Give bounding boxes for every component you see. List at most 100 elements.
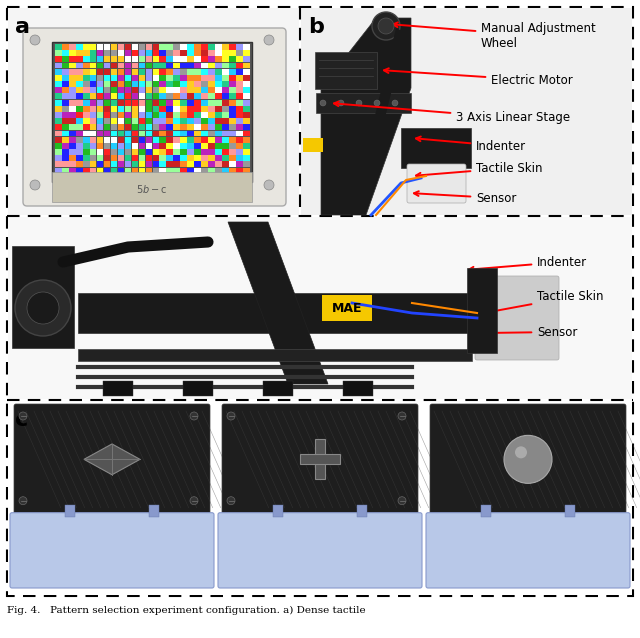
FancyBboxPatch shape [315,52,377,89]
Text: Indenter: Indenter [469,255,587,272]
Bar [132,93,138,100]
Bar [215,81,222,87]
Bar [188,63,194,68]
Bar [236,118,243,124]
Bar [467,268,497,353]
Bar [166,44,173,50]
Bar [97,75,104,81]
Bar [188,124,194,130]
Bar [195,93,201,100]
Bar [69,50,76,56]
Bar [263,381,293,396]
Bar [69,75,76,81]
Bar [215,112,222,118]
Bar [152,124,159,130]
Bar [222,112,229,118]
Bar [76,112,83,118]
Bar [152,143,159,149]
Bar [104,124,111,130]
Bar [132,87,138,93]
Circle shape [19,412,27,420]
Bar [83,143,90,149]
Bar [236,81,243,87]
Bar [90,161,97,167]
Bar [125,69,131,75]
Bar [83,168,90,174]
Bar [166,131,173,137]
Bar [76,87,83,93]
Bar [97,93,104,100]
Text: MAE: MAE [332,302,362,315]
Bar [104,50,111,56]
Bar [55,106,61,112]
Bar [69,106,76,112]
Bar [90,63,97,68]
Bar [125,75,131,81]
Bar [118,44,124,50]
Bar [97,131,104,137]
Bar [173,69,180,75]
Bar [173,56,180,63]
Bar [195,155,201,161]
Bar [183,381,213,396]
Bar [55,174,61,180]
Bar [139,50,145,56]
Bar [159,149,166,155]
Bar [132,124,138,130]
Bar [166,174,173,180]
Circle shape [264,180,274,190]
Bar [132,112,138,118]
Bar [173,143,180,149]
Bar [166,63,173,68]
Bar [62,155,68,161]
Bar [188,137,194,143]
Bar [125,93,131,100]
Bar [111,106,117,112]
Bar [145,168,152,174]
Bar [62,44,68,50]
Bar [90,87,97,93]
Bar [222,149,229,155]
Bar [195,69,201,75]
Bar [195,106,201,112]
Bar [188,168,194,174]
Bar [139,100,145,105]
Bar [201,106,208,112]
Bar [208,87,215,93]
Bar [118,161,124,167]
Bar [215,131,222,137]
Text: Manual Adjustment
Wheel: Manual Adjustment Wheel [393,22,596,50]
Bar [222,143,229,149]
Bar [139,106,145,112]
Bar [201,112,208,118]
Bar [180,149,187,155]
Bar [139,69,145,75]
Bar [166,81,173,87]
Bar [180,69,187,75]
Bar [97,56,104,63]
Bar [159,81,166,87]
Bar [188,143,194,149]
Bar [76,131,83,137]
Bar [125,131,131,137]
Bar [180,56,187,63]
Bar [55,118,61,124]
Bar [90,155,97,161]
Bar [215,155,222,161]
Bar [83,81,90,87]
Bar [55,124,61,130]
Bar [229,155,236,161]
Bar [104,131,111,137]
Bar [8,217,632,399]
Bar [139,161,145,167]
Bar [166,75,173,81]
Bar [139,56,145,63]
Bar [243,75,250,81]
Bar [69,143,76,149]
Bar [118,63,124,68]
Bar [215,69,222,75]
Bar [97,149,104,155]
Bar [222,63,229,68]
Bar [208,161,215,167]
Bar [188,106,194,112]
